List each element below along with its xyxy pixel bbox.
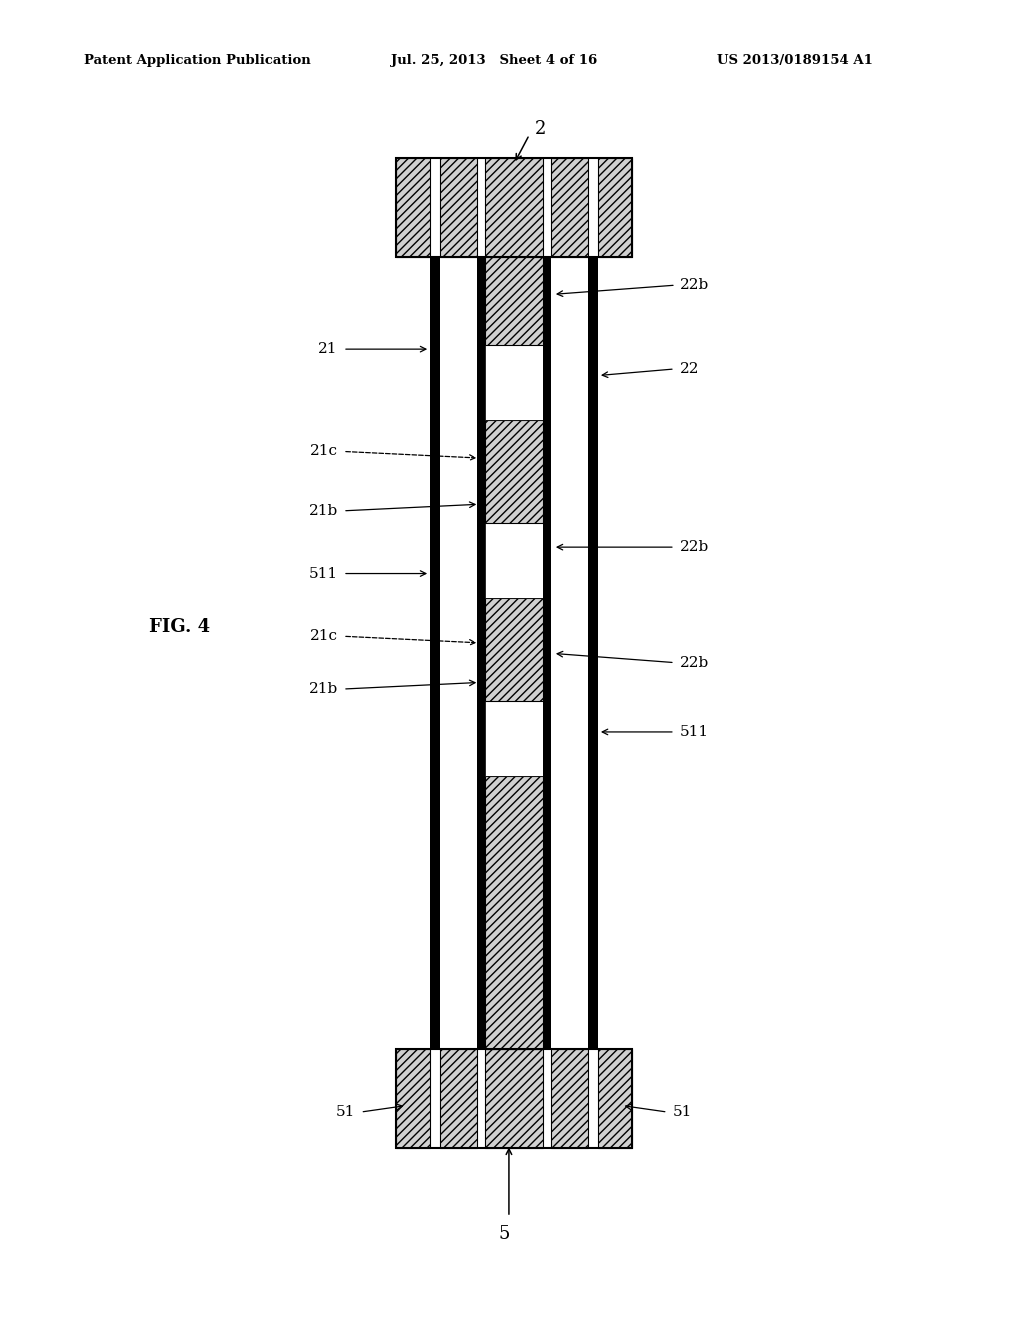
Text: 51: 51 bbox=[673, 1105, 692, 1119]
Bar bbox=[485, 598, 543, 701]
Bar bbox=[485, 257, 543, 345]
Bar bbox=[440, 158, 477, 257]
Text: 21b: 21b bbox=[308, 504, 338, 517]
Text: 21: 21 bbox=[318, 342, 338, 356]
Bar bbox=[598, 158, 632, 257]
Bar bbox=[551, 1049, 588, 1148]
Bar bbox=[588, 257, 598, 1049]
Bar bbox=[396, 158, 632, 257]
Text: 22b: 22b bbox=[680, 656, 710, 669]
Text: FIG. 4: FIG. 4 bbox=[148, 618, 210, 636]
Bar bbox=[598, 1049, 632, 1148]
Bar bbox=[396, 158, 430, 257]
Bar bbox=[543, 257, 551, 1049]
Bar bbox=[485, 158, 543, 257]
Text: 511: 511 bbox=[680, 725, 709, 739]
Text: Patent Application Publication: Patent Application Publication bbox=[84, 54, 310, 67]
Bar bbox=[430, 257, 440, 1049]
Bar bbox=[543, 257, 551, 1049]
Bar bbox=[430, 257, 440, 1049]
Bar bbox=[477, 257, 485, 1049]
Text: 21c: 21c bbox=[310, 630, 338, 643]
Text: 2: 2 bbox=[535, 120, 546, 139]
Bar bbox=[485, 420, 543, 523]
Text: Jul. 25, 2013   Sheet 4 of 16: Jul. 25, 2013 Sheet 4 of 16 bbox=[391, 54, 597, 67]
Text: 22b: 22b bbox=[680, 279, 710, 292]
Text: 21b: 21b bbox=[308, 682, 338, 696]
Bar bbox=[477, 257, 485, 1049]
Bar bbox=[485, 523, 543, 598]
Text: US 2013/0189154 A1: US 2013/0189154 A1 bbox=[717, 54, 872, 67]
Bar bbox=[485, 345, 543, 420]
Bar bbox=[551, 158, 588, 257]
Bar bbox=[485, 776, 543, 1049]
Text: 5: 5 bbox=[498, 1225, 510, 1243]
Text: 511: 511 bbox=[309, 566, 338, 581]
Text: 22: 22 bbox=[680, 362, 699, 376]
Bar bbox=[396, 1049, 430, 1148]
Bar bbox=[588, 257, 598, 1049]
Bar bbox=[485, 701, 543, 776]
Bar bbox=[396, 1049, 632, 1148]
Bar bbox=[485, 1049, 543, 1148]
Text: 21c: 21c bbox=[310, 445, 338, 458]
Bar bbox=[440, 1049, 477, 1148]
Text: 22b: 22b bbox=[680, 540, 710, 554]
Text: 51: 51 bbox=[336, 1105, 355, 1119]
